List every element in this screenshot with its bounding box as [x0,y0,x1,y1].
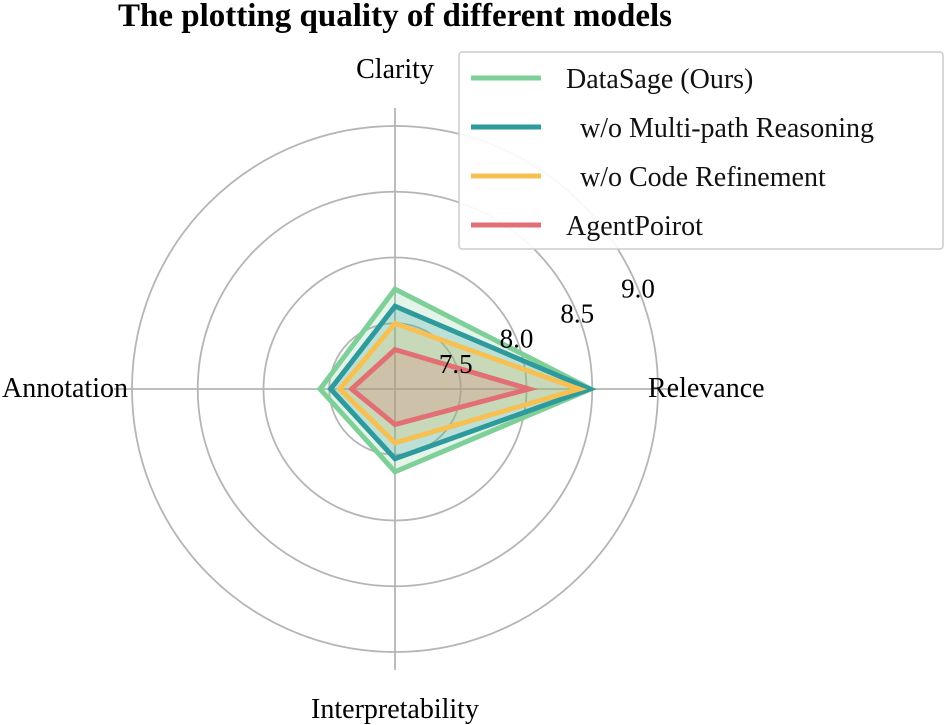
axis-label-interpretability: Interpretability [311,694,479,725]
series-polygon [327,303,597,462]
legend-entry: w/o Code Refinement [566,162,826,193]
tick-label: 8.0 [500,324,534,354]
legend-entry: w/o Multi-path Reasoning [566,113,874,144]
tick-label: 7.5 [439,349,473,379]
legend-frame [458,51,944,250]
chart-title: The plotting quality of different models [118,0,672,34]
legend-entry: DataSage (Ours) [566,64,753,95]
legend: DataSage (Ours) w/o Multi-path Reasoning… [458,51,944,250]
axis-label-clarity: Clarity [356,54,434,85]
series-layer [316,285,597,475]
tick-label: 9.0 [621,273,655,303]
axis-label-relevance: Relevance [648,373,765,404]
tick-label: 8.5 [560,299,594,329]
radial-tick-labels: 7.5 8.0 8.5 9.0 [439,273,655,378]
series-polygon [347,346,539,428]
axis-label-annotation: Annotation [2,373,128,404]
legend-entry: AgentPoirot [566,211,703,242]
